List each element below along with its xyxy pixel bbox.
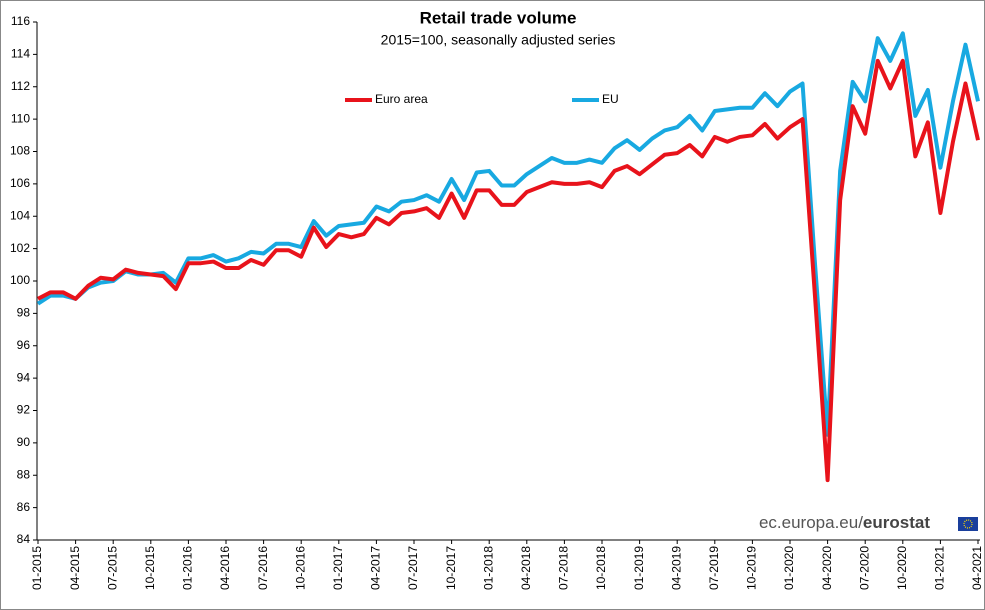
x-tick-label: 04-2017	[369, 546, 383, 590]
y-tick-label: 92	[17, 403, 31, 417]
y-tick-label: 100	[10, 273, 30, 287]
y-tick-label: 110	[11, 111, 30, 125]
x-tick-label: 07-2018	[557, 546, 571, 590]
x-tick-label: 04-2015	[68, 546, 82, 590]
y-tick-label: 98	[17, 306, 31, 320]
series-line	[36, 31, 980, 437]
y-tick-label: 94	[17, 370, 31, 384]
y-tick-label: 112	[11, 79, 30, 93]
y-tick-label: 106	[10, 176, 30, 190]
x-tick-label: 04-2019	[669, 546, 683, 590]
x-tick-label: 01-2019	[632, 546, 646, 590]
x-tick-label: 04-2020	[820, 546, 834, 590]
x-tick-label: 04-2016	[218, 546, 232, 590]
x-tick-label: 07-2017	[406, 546, 420, 590]
x-tick-label: 04-2021	[970, 546, 984, 590]
x-tick-label: 01-2015	[30, 546, 44, 590]
chart-title: Retail trade volume	[420, 8, 577, 27]
y-tick-label: 90	[17, 435, 31, 449]
y-tick-label: 104	[10, 208, 30, 222]
y-tick-label: 96	[17, 338, 31, 352]
x-tick-label: 04-2018	[519, 546, 533, 590]
y-tick-label: 102	[10, 241, 30, 255]
x-tick-label: 10-2017	[444, 546, 458, 590]
x-tick-label: 10-2018	[594, 546, 608, 590]
chart-subtitle: 2015=100, seasonally adjusted series	[381, 32, 616, 48]
y-tick-label: 88	[17, 467, 31, 481]
x-tick-label: 10-2020	[895, 546, 909, 590]
x-tick-label: 10-2016	[293, 546, 307, 590]
x-tick-label: 07-2019	[707, 546, 721, 590]
legend-label: EU	[602, 92, 619, 106]
x-tick-label: 07-2015	[105, 546, 119, 590]
x-tick-label: 01-2016	[181, 546, 195, 590]
x-tick-label: 01-2020	[782, 546, 796, 590]
eu-flag	[958, 517, 978, 531]
x-tick-label: 07-2020	[857, 546, 871, 590]
x-tick-label: 07-2016	[256, 546, 270, 590]
x-tick-label: 01-2017	[331, 546, 345, 590]
eu-stars	[963, 519, 973, 529]
source-brand: eurostat	[863, 513, 930, 532]
y-tick-label: 114	[11, 47, 30, 61]
y-tick-label: 108	[10, 144, 30, 158]
y-tick-label: 116	[11, 14, 30, 28]
source: ec.europa.eu/eurostat	[759, 513, 930, 532]
x-tick-label: 01-2021	[933, 546, 947, 590]
x-tick-label: 01-2018	[481, 546, 495, 590]
source-domain: ec.europa.eu/	[759, 513, 863, 532]
x-tick-label: 10-2015	[143, 546, 157, 590]
y-tick-label: 84	[17, 532, 31, 546]
legend-label: Euro area	[375, 92, 428, 106]
y-tick-label: 86	[17, 500, 31, 514]
series-line	[37, 58, 980, 483]
x-tick-label: 10-2019	[745, 546, 759, 590]
